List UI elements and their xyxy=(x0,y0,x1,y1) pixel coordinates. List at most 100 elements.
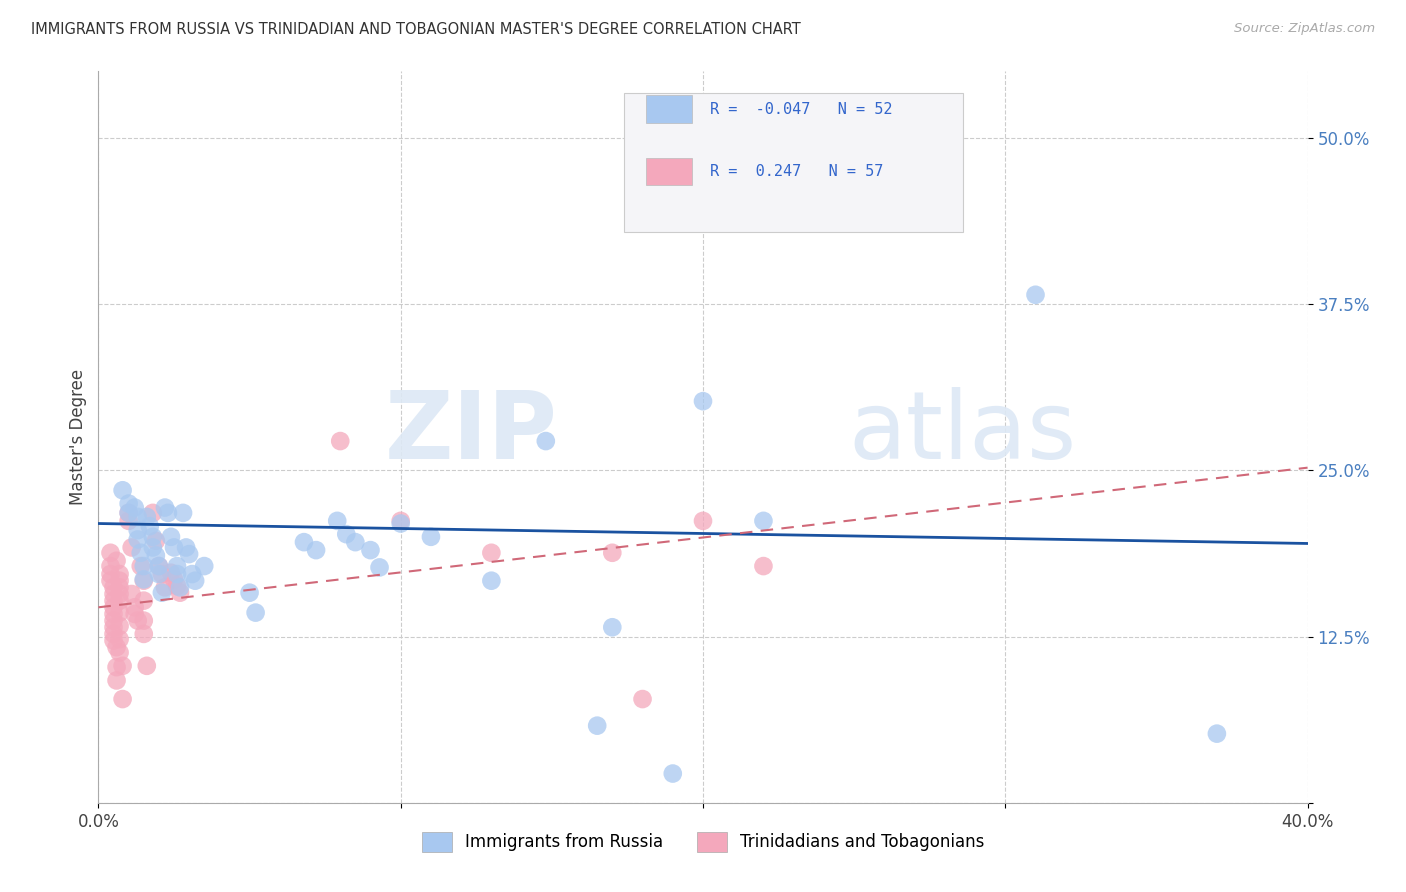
Point xyxy=(135,658,157,673)
Point xyxy=(534,434,557,448)
Text: atlas: atlas xyxy=(848,387,1077,479)
Point xyxy=(145,533,167,548)
Point xyxy=(166,559,188,574)
Point xyxy=(631,692,654,706)
Point xyxy=(326,514,349,528)
Text: R =  -0.047   N = 52: R = -0.047 N = 52 xyxy=(710,102,893,117)
Point xyxy=(100,546,122,560)
Point xyxy=(111,692,134,706)
Point xyxy=(193,559,215,574)
Point xyxy=(132,593,155,607)
Point xyxy=(127,509,149,524)
Point xyxy=(121,587,143,601)
Point xyxy=(184,574,207,588)
Point xyxy=(1024,287,1046,301)
Point xyxy=(103,614,125,628)
Point xyxy=(127,614,149,628)
Point xyxy=(105,640,128,655)
Point xyxy=(132,614,155,628)
Point xyxy=(103,580,125,594)
Point xyxy=(108,606,131,620)
Point xyxy=(103,593,125,607)
Point xyxy=(118,514,141,528)
Point xyxy=(108,619,131,633)
Point xyxy=(103,587,125,601)
Point xyxy=(103,627,125,641)
Point xyxy=(118,506,141,520)
Point xyxy=(163,573,186,587)
Text: R =  0.247   N = 57: R = 0.247 N = 57 xyxy=(710,164,883,179)
Point xyxy=(124,500,146,515)
Point xyxy=(100,559,122,574)
Point xyxy=(169,585,191,599)
Point xyxy=(150,567,173,582)
Point xyxy=(103,607,125,621)
Point xyxy=(108,587,131,601)
Point xyxy=(292,535,315,549)
Point xyxy=(335,527,357,541)
Text: ZIP: ZIP xyxy=(385,387,558,479)
Point xyxy=(148,567,170,582)
Point xyxy=(389,516,412,531)
Point xyxy=(1206,726,1229,740)
Point xyxy=(602,620,624,634)
Point xyxy=(139,519,162,533)
Point xyxy=(111,658,134,673)
Point xyxy=(142,530,165,544)
Point xyxy=(100,574,122,588)
Point xyxy=(305,543,328,558)
Point xyxy=(111,483,134,498)
Bar xyxy=(647,158,692,186)
Point xyxy=(129,546,152,560)
Point xyxy=(420,530,443,544)
Legend: Immigrants from Russia, Trinidadians and Tobagonians: Immigrants from Russia, Trinidadians and… xyxy=(413,823,993,860)
Point xyxy=(148,559,170,574)
Point xyxy=(124,600,146,615)
Point xyxy=(752,559,775,574)
Point xyxy=(129,559,152,574)
Point xyxy=(132,559,155,574)
Point xyxy=(100,567,122,582)
Point xyxy=(108,646,131,660)
Point xyxy=(150,585,173,599)
Point xyxy=(481,574,503,588)
Point xyxy=(127,533,149,547)
Point xyxy=(124,607,146,621)
Point xyxy=(661,766,683,780)
Point xyxy=(132,574,155,588)
Point xyxy=(105,673,128,688)
Point xyxy=(148,559,170,574)
Point xyxy=(329,434,352,448)
Point xyxy=(174,541,197,555)
Point xyxy=(108,574,131,588)
Point xyxy=(108,593,131,607)
Point xyxy=(118,506,141,520)
Point xyxy=(160,530,183,544)
Point xyxy=(145,549,167,563)
Point xyxy=(368,560,391,574)
Point xyxy=(118,497,141,511)
Point xyxy=(245,606,267,620)
Point xyxy=(160,566,183,580)
Point xyxy=(163,541,186,555)
Point xyxy=(132,627,155,641)
Point xyxy=(105,554,128,568)
Point xyxy=(602,546,624,560)
Point xyxy=(108,632,131,647)
Point xyxy=(156,506,179,520)
Point xyxy=(103,620,125,634)
Point xyxy=(132,573,155,587)
Y-axis label: Master's Degree: Master's Degree xyxy=(69,369,87,505)
Point xyxy=(481,546,503,560)
Point xyxy=(586,719,609,733)
Point xyxy=(181,567,204,582)
Point xyxy=(692,394,714,409)
Point xyxy=(127,523,149,537)
Point xyxy=(105,660,128,674)
Point xyxy=(172,506,194,520)
Point xyxy=(135,509,157,524)
Bar xyxy=(624,94,963,232)
Bar xyxy=(647,95,692,123)
Point xyxy=(153,500,176,515)
Point xyxy=(103,633,125,648)
